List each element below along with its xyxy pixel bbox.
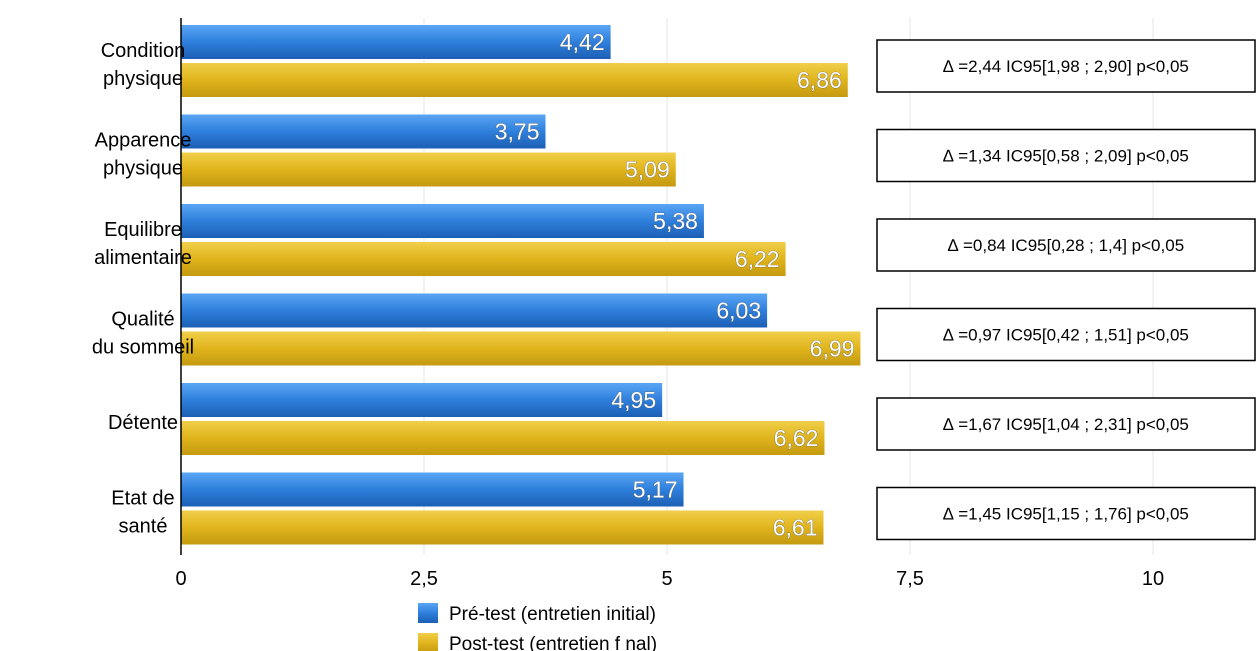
- category-label: Qualité: [111, 309, 174, 331]
- annotation-text: ∆ =1,45 IC95[1,15 ; 1,76] p<0,05: [943, 505, 1189, 524]
- annotation-text: ∆ =1,34 IC95[0,58 ; 2,09] p<0,05: [943, 147, 1189, 166]
- category-label: Apparence: [95, 130, 192, 152]
- bar-value-label: 6,86: [797, 67, 842, 93]
- x-tick-label: 0: [175, 568, 186, 590]
- x-tick-label: 5: [661, 568, 672, 590]
- bar: [181, 242, 786, 276]
- annotations: ∆ =2,44 IC95[1,98 ; 2,90] p<0,05 ∆ =1,34 …: [876, 39, 1256, 541]
- axes: 0 2,5 5 7,5 10 Condition physique Apparence phys…: [92, 18, 1164, 590]
- bar: [181, 204, 704, 238]
- category-label: du sommeil: [92, 337, 194, 359]
- category-label: Condition: [101, 40, 186, 62]
- bar-value-label: 6,03: [716, 298, 761, 324]
- annotation-box: [876, 397, 1256, 451]
- bar: [181, 421, 825, 455]
- category-label: physique: [103, 68, 183, 90]
- category-label: physique: [103, 158, 183, 180]
- bar-value-label: 4,95: [611, 387, 656, 413]
- bar: [181, 331, 861, 366]
- annotation-text: ∆ =0,97 IC95[0,42 ; 1,51] p<0,05: [943, 326, 1189, 345]
- bars: 4,42 6,86 3,75 5,09 5,38 6,22 6,03 6,99 4,95 6,62…: [181, 25, 861, 545]
- category-label: santé: [119, 516, 168, 538]
- x-tick-label: 2,5: [410, 568, 438, 590]
- bar: [181, 63, 848, 97]
- x-tick-label: 10: [1142, 568, 1164, 590]
- x-tick-label: 7,5: [896, 568, 924, 590]
- bar: [181, 293, 768, 328]
- category-label: Etat de: [111, 488, 174, 510]
- bar-value-label: 5,09: [625, 157, 670, 183]
- grid: [423, 18, 1154, 555]
- legend-label: Post-test (entretien f nal): [449, 634, 657, 651]
- annotation-box: [876, 486, 1256, 541]
- annotation-text: ∆ =1,67 IC95[1,04 ; 2,31] p<0,05: [943, 415, 1189, 434]
- bar: [181, 383, 663, 417]
- legend-label: Pré-test (entretien initial): [449, 604, 656, 625]
- annotation-text: ∆ =0,84 IC95[0,28 ; 1,4] p<0,05: [948, 236, 1184, 255]
- annotation-box: [876, 128, 1256, 183]
- legend: Pré-test (entretien initial) Post-test (e…: [418, 603, 657, 651]
- bar-value-label: 6,99: [810, 336, 855, 362]
- category-label: Equilibre: [104, 219, 182, 241]
- annotation-text: ∆ =2,44 IC95[1,98 ; 2,90] p<0,05: [943, 57, 1189, 76]
- bar-value-label: 4,42: [560, 29, 605, 55]
- annotation-box: [876, 307, 1256, 362]
- bar-value-label: 5,17: [633, 477, 678, 503]
- bar-value-label: 6,22: [735, 246, 780, 272]
- legend-swatch: [418, 603, 438, 623]
- bar: [181, 152, 676, 187]
- bar-value-label: 6,61: [773, 515, 818, 541]
- category-label: alimentaire: [94, 247, 192, 269]
- annotation-box: [876, 39, 1256, 93]
- bar: [181, 25, 611, 59]
- bar: [181, 472, 684, 507]
- bar: [181, 510, 824, 545]
- category-label: Détente: [108, 412, 178, 434]
- annotation-box: [876, 218, 1256, 272]
- legend-swatch: [418, 633, 438, 651]
- bar-value-label: 3,75: [495, 119, 540, 145]
- bar: [181, 114, 546, 149]
- bar-value-label: 6,62: [774, 425, 819, 451]
- bar-value-label: 5,38: [653, 208, 698, 234]
